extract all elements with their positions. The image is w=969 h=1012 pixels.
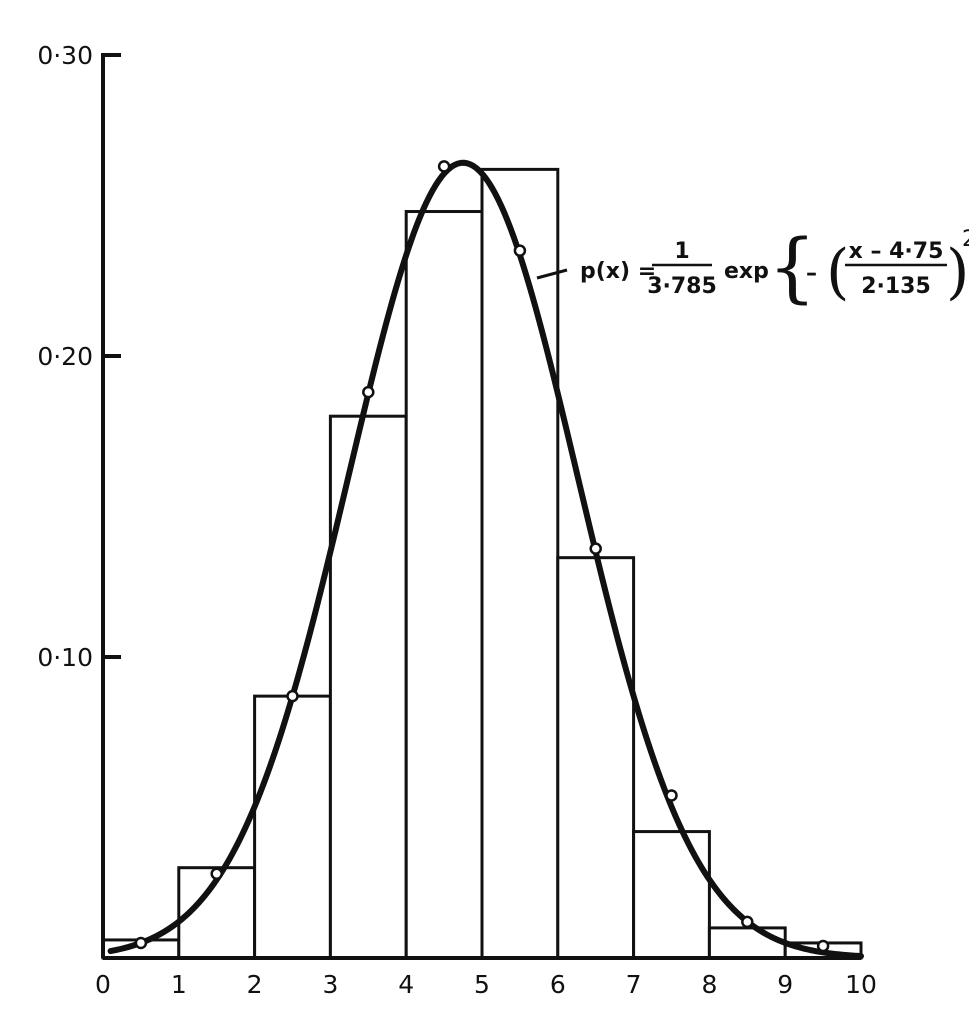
x-tick-label-2: 2 <box>247 970 263 999</box>
histogram-bar-4 <box>404 210 484 960</box>
formula-lhs: p(x) = <box>580 259 656 284</box>
formula-right-paren: ) <box>946 237 969 307</box>
curve-point-4 <box>437 160 451 173</box>
formula-left-brace: { <box>768 222 816 311</box>
histogram-bar-2 <box>253 694 332 960</box>
x-tick-label-6: 6 <box>550 970 566 999</box>
curve-point-6 <box>589 542 602 555</box>
curve-point-2 <box>286 689 299 703</box>
formula-left-paren: ( <box>826 237 849 307</box>
x-tick-label-4: 4 <box>398 970 414 999</box>
curve-point-1 <box>210 867 223 880</box>
x-tick-label-8: 8 <box>701 970 717 999</box>
x-tick-label-5: 5 <box>474 970 490 999</box>
fitted-curve-layer <box>107 159 864 960</box>
x-tick-label-1: 1 <box>171 970 187 999</box>
y-tick-label-1: 0·20 <box>37 342 93 371</box>
formula-inner-numerator: x – 4·75 <box>849 239 944 264</box>
annotation-leader-line <box>536 268 568 280</box>
formula-minus: – <box>806 261 817 286</box>
y-tick-label-2: 0·30 <box>37 41 93 70</box>
histogram-bar-7 <box>632 830 711 960</box>
formula-power: 2 <box>962 227 969 252</box>
formula-coef-denominator: 3·785 <box>647 274 717 299</box>
x-tick-label-3: 3 <box>322 970 338 999</box>
curve-point-3 <box>362 385 375 399</box>
curve-point-5 <box>513 244 527 257</box>
x-tick-label-7: 7 <box>626 970 642 999</box>
histogram-bars <box>101 167 863 960</box>
x-tick-label-0: 0 <box>95 970 111 999</box>
histogram-bar-8 <box>707 926 787 960</box>
curve-point-0 <box>134 936 148 950</box>
curve-point-9 <box>816 939 830 953</box>
x-tick-label-10: 10 <box>845 970 877 999</box>
curve-sample-points <box>134 160 830 953</box>
curve-point-8 <box>741 915 754 929</box>
formula-coef-numerator: 1 <box>674 239 689 264</box>
curve-point-7 <box>665 789 678 802</box>
y-tick-label-0: 0·10 <box>37 643 93 672</box>
formula-annotation: p(x) = 1 3·785 exp { – ( x – 4·75 2·135 … <box>536 222 969 311</box>
histogram-bar-3 <box>328 414 408 960</box>
y-axis-ticks: 0·10 0·20 0·30 <box>37 41 121 672</box>
normal-fit-curve <box>107 159 864 960</box>
formula-inner-denominator: 2·135 <box>861 274 931 299</box>
x-tick-label-9: 9 <box>777 970 793 999</box>
formula-exp: exp <box>724 259 769 284</box>
histogram-bar-5 <box>480 167 560 960</box>
x-axis-ticks: 0 1 2 3 4 5 6 7 8 9 10 <box>95 970 877 999</box>
histogram-bar-6 <box>556 556 636 960</box>
